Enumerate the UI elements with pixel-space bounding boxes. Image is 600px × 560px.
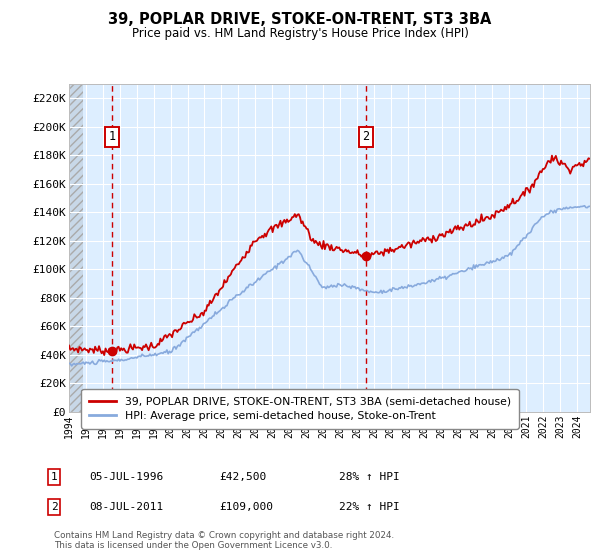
Text: 39, POPLAR DRIVE, STOKE-ON-TRENT, ST3 3BA: 39, POPLAR DRIVE, STOKE-ON-TRENT, ST3 3B… [109, 12, 491, 27]
Bar [69, 84, 83, 412]
Text: Price paid vs. HM Land Registry's House Price Index (HPI): Price paid vs. HM Land Registry's House … [131, 27, 469, 40]
Text: 1: 1 [109, 130, 116, 143]
Text: Contains HM Land Registry data © Crown copyright and database right 2024.
This d: Contains HM Land Registry data © Crown c… [54, 530, 394, 550]
Text: 22% ↑ HPI: 22% ↑ HPI [339, 502, 400, 512]
Text: 28% ↑ HPI: 28% ↑ HPI [339, 472, 400, 482]
Text: £109,000: £109,000 [219, 502, 273, 512]
Text: 1: 1 [50, 472, 58, 482]
Text: 08-JUL-2011: 08-JUL-2011 [89, 502, 163, 512]
Text: 2: 2 [50, 502, 58, 512]
Text: £42,500: £42,500 [219, 472, 266, 482]
Text: 2: 2 [362, 130, 370, 143]
Text: 05-JUL-1996: 05-JUL-1996 [89, 472, 163, 482]
Legend: 39, POPLAR DRIVE, STOKE-ON-TRENT, ST3 3BA (semi-detached house), HPI: Average pr: 39, POPLAR DRIVE, STOKE-ON-TRENT, ST3 3B… [82, 389, 518, 428]
